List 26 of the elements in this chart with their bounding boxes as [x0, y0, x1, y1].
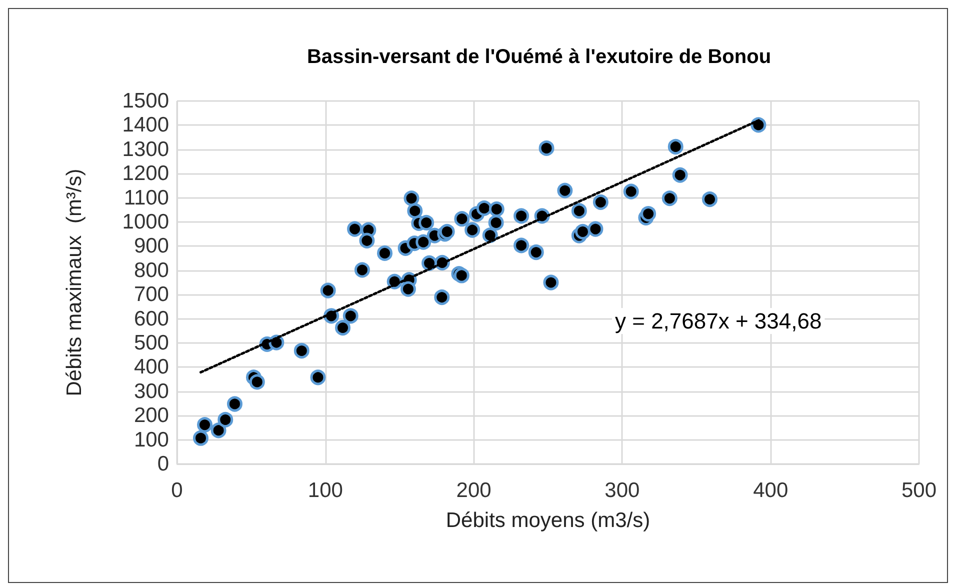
y-tick-label: 1300: [122, 138, 169, 161]
y-tick-label: 800: [134, 258, 169, 282]
x-tick-label: 400: [753, 479, 788, 502]
y-axis-title: Débits maximaux (m³/s): [63, 168, 86, 396]
y-tick-label: 1000: [122, 210, 169, 234]
y-tick-label: 700: [134, 283, 169, 306]
y-tick-label: 1200: [122, 162, 169, 186]
y-tick-label: 400: [134, 356, 169, 379]
annotation: y = 2,7687x + 334,68: [615, 308, 822, 334]
x-tick-label: 300: [604, 479, 640, 502]
y-tick-label: 1100: [124, 186, 169, 210]
x-axis-title: Débits moyens (m3/s): [446, 509, 650, 532]
y-tick-label: 1400: [122, 114, 169, 137]
x-tick-label: 200: [456, 479, 492, 502]
y-tick-label: 900: [134, 234, 169, 258]
chart-title: Bassin-versant de l'Ouémé à l'exutoire de Bonou: [306, 46, 772, 68]
y-tick-label: 100: [134, 428, 169, 452]
x-tick-label: 500: [901, 479, 937, 502]
y-tick-label: 0: [157, 452, 169, 476]
y-tick-label: 200: [134, 404, 169, 428]
y-tick-label: 600: [134, 307, 169, 330]
y-tick-label: 300: [134, 380, 169, 403]
x-tick-label: 0: [171, 479, 183, 502]
y-tick-label: 500: [134, 332, 169, 354]
y-tick-label: 1500: [122, 90, 169, 112]
x-tick-label: 100: [308, 479, 343, 502]
